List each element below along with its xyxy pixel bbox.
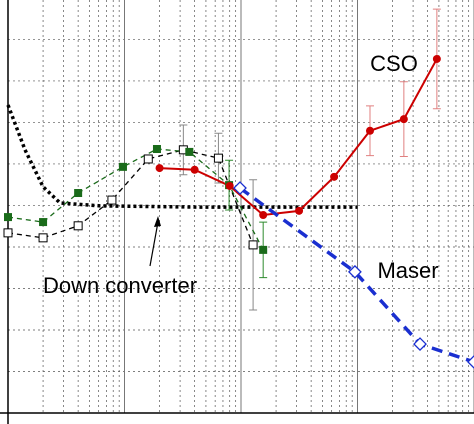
point xyxy=(330,172,339,181)
point xyxy=(107,195,117,205)
arrow-head xyxy=(154,216,161,227)
point xyxy=(413,337,427,352)
plot xyxy=(3,8,474,369)
point xyxy=(365,126,374,135)
series-line xyxy=(238,186,474,364)
annotation: CSO xyxy=(370,51,418,76)
point xyxy=(432,54,441,63)
point xyxy=(259,245,268,254)
point xyxy=(143,154,153,164)
point xyxy=(233,181,247,195)
annotation: Maser xyxy=(377,258,438,283)
arrow-line xyxy=(149,221,159,267)
point xyxy=(118,162,127,171)
point xyxy=(38,233,48,243)
point xyxy=(155,164,164,173)
point xyxy=(347,264,362,279)
point xyxy=(74,189,83,198)
point xyxy=(39,218,48,227)
point xyxy=(467,355,474,369)
point xyxy=(225,181,234,190)
annotations: CSO Maser Down converter xyxy=(43,51,439,298)
series-line xyxy=(7,149,254,246)
point xyxy=(399,115,408,124)
point xyxy=(73,221,83,231)
point xyxy=(213,153,223,163)
point xyxy=(295,206,304,215)
series-line xyxy=(7,148,264,251)
point xyxy=(152,145,161,154)
point xyxy=(185,147,194,156)
point xyxy=(190,165,199,174)
point xyxy=(248,240,258,250)
annotation: Down converter xyxy=(43,273,197,298)
series-line xyxy=(6,104,358,209)
point xyxy=(3,228,13,238)
point xyxy=(259,211,268,220)
point xyxy=(4,213,12,222)
